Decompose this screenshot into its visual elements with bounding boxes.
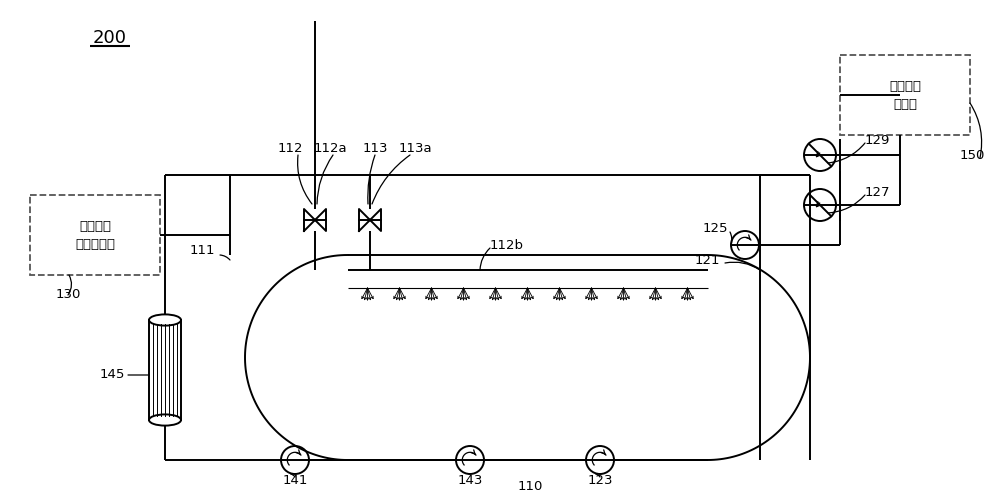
Text: 111: 111 (190, 243, 215, 257)
Text: 112: 112 (277, 141, 303, 154)
Bar (149, 320, 181, 420)
Text: 二氧化碳
贯藏所: 二氧化碳 贯藏所 (889, 80, 921, 111)
Text: 113a: 113a (398, 141, 432, 154)
Text: 200: 200 (93, 29, 127, 47)
Text: 141: 141 (282, 473, 308, 486)
Ellipse shape (149, 315, 181, 326)
Text: 113: 113 (362, 141, 388, 154)
Text: 112a: 112a (313, 141, 347, 154)
Text: 127: 127 (865, 185, 891, 198)
Text: 二氧化碳
临时贯藏所: 二氧化碳 临时贯藏所 (75, 219, 115, 250)
Text: 143: 143 (457, 473, 483, 486)
Text: 110: 110 (517, 480, 543, 493)
Text: 145: 145 (100, 369, 125, 381)
Text: 125: 125 (702, 221, 728, 234)
Text: 121: 121 (694, 254, 720, 267)
Text: 150: 150 (960, 148, 985, 161)
Text: 123: 123 (587, 473, 613, 486)
Ellipse shape (149, 414, 181, 426)
Text: 130: 130 (55, 289, 81, 302)
Text: 112b: 112b (490, 238, 524, 252)
Text: 129: 129 (865, 133, 890, 146)
